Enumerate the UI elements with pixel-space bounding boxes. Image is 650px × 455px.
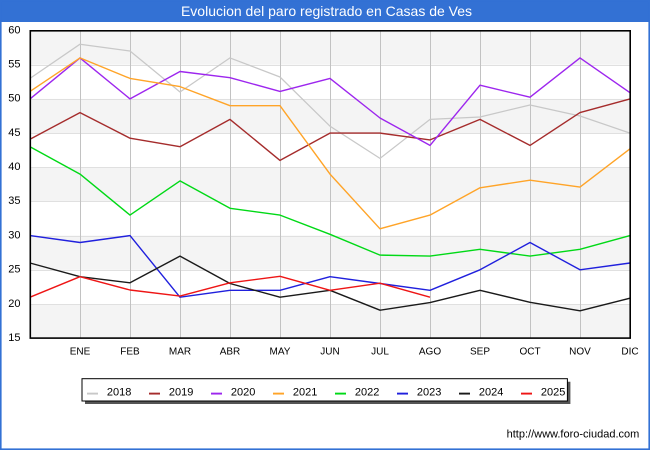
svg-text:2018: 2018: [107, 387, 131, 399]
svg-text:http://www.foro-ciudad.com: http://www.foro-ciudad.com: [507, 429, 640, 441]
svg-text:Evolucion del paro registrado: Evolucion del paro registrado en Casas d…: [181, 3, 472, 19]
svg-text:2023: 2023: [417, 387, 441, 399]
svg-text:2022: 2022: [355, 387, 379, 399]
svg-text:35: 35: [8, 195, 20, 207]
svg-text:JUN: JUN: [320, 347, 339, 358]
svg-text:15: 15: [8, 332, 20, 344]
svg-text:OCT: OCT: [519, 347, 540, 358]
svg-text:60: 60: [8, 24, 20, 36]
svg-text:2024: 2024: [479, 387, 503, 399]
svg-text:45: 45: [8, 127, 20, 139]
svg-text:FEB: FEB: [120, 347, 140, 358]
svg-text:MAR: MAR: [169, 347, 191, 358]
svg-text:50: 50: [8, 93, 20, 105]
svg-text:JUL: JUL: [371, 347, 389, 358]
svg-text:55: 55: [8, 59, 20, 71]
svg-text:2025: 2025: [541, 387, 565, 399]
svg-text:2021: 2021: [293, 387, 317, 399]
svg-text:30: 30: [8, 229, 20, 241]
svg-text:2019: 2019: [169, 387, 193, 399]
svg-text:25: 25: [8, 264, 20, 276]
svg-text:SEP: SEP: [470, 347, 490, 358]
svg-text:AGO: AGO: [419, 347, 441, 358]
svg-text:DIC: DIC: [621, 347, 638, 358]
svg-text:ABR: ABR: [220, 347, 241, 358]
svg-text:NOV: NOV: [569, 347, 591, 358]
svg-text:ENE: ENE: [70, 347, 91, 358]
svg-text:20: 20: [8, 298, 20, 310]
svg-text:40: 40: [8, 161, 20, 173]
svg-text:2020: 2020: [231, 387, 255, 399]
svg-text:MAY: MAY: [270, 347, 291, 358]
